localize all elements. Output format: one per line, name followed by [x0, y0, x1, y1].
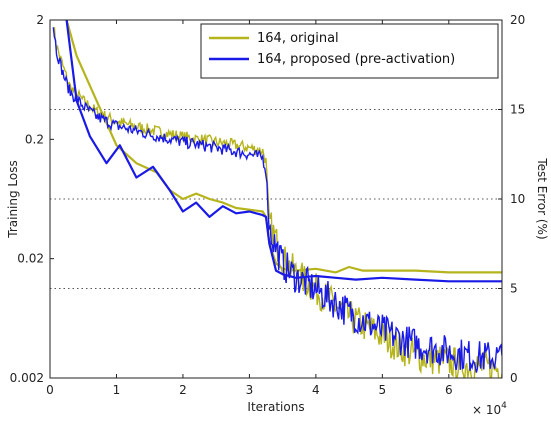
- y-right-tick-label-2: 10: [510, 192, 525, 206]
- y-right-tick-label-4: 0: [510, 371, 518, 385]
- x-axis-multiplier-exponent: 4: [501, 401, 507, 411]
- y-left-tick-label-1: 0.2: [25, 132, 44, 146]
- test-error-line-proposed: [65, 20, 502, 283]
- y-right-tick-label-1: 15: [510, 103, 525, 117]
- x-tick-label-1: 1: [113, 383, 121, 397]
- y-right-tick-label-0: 20: [510, 13, 525, 27]
- y-left-tick-label-2: 0.02: [17, 252, 44, 266]
- ticks: 0 1 2 3 4 5 6 2 0.2 0.02 0.002 20 15 10 5 0: [10, 13, 526, 397]
- y-left-tick-label-3: 0.002: [10, 371, 44, 385]
- x-tick-label-3: 3: [246, 383, 254, 397]
- legend-label-original: 164, original: [257, 31, 339, 46]
- gridlines: [50, 109, 502, 289]
- x-tick-label-6: 6: [445, 383, 453, 397]
- curves: [52, 20, 502, 378]
- training-loss-line-proposed: [52, 27, 502, 373]
- y-right-tick-label-3: 5: [510, 282, 518, 296]
- legend-box: [200, 23, 499, 79]
- y-axis-left-label: Training Loss: [6, 160, 20, 238]
- x-tick-label-0: 0: [46, 383, 54, 397]
- legend-label-proposed: 164, proposed (pre-activation): [257, 52, 455, 67]
- y-left-tick-label-0: 2: [36, 13, 44, 27]
- training-loss-line-original: [52, 27, 502, 378]
- y-axis-right-label: Test Error (%): [535, 157, 549, 239]
- x-tick-label-2: 2: [179, 383, 187, 397]
- legend: 164, original 164, proposed (pre-activat…: [200, 23, 499, 79]
- x-axis-multiplier-base: × 10: [472, 403, 501, 417]
- x-axis-label: Iterations: [247, 400, 304, 414]
- x-tick-label-4: 4: [312, 383, 320, 397]
- x-tick-label-5: 5: [379, 383, 387, 397]
- test-error-line-original: [65, 20, 502, 274]
- x-axis-multiplier: × 104: [472, 401, 507, 417]
